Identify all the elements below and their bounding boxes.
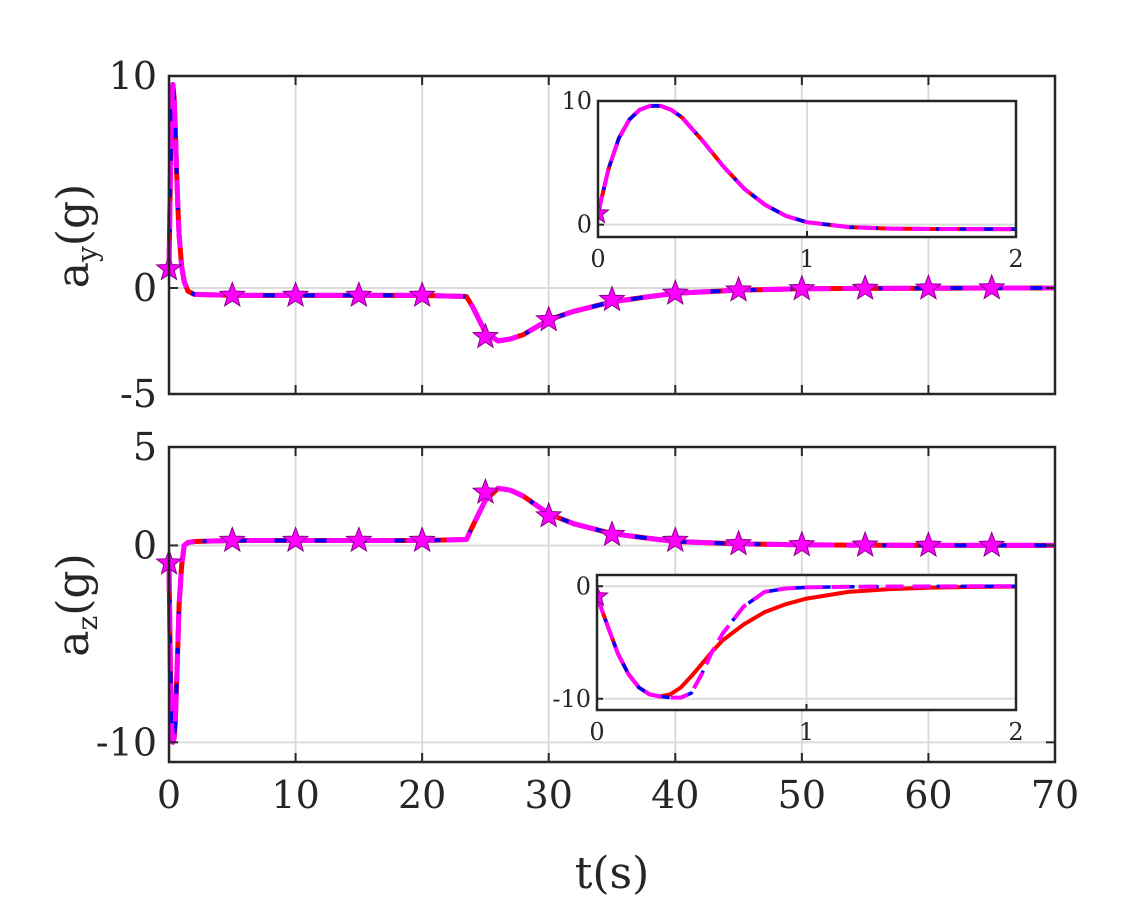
top-inset-ytick-label: 10 [561,87,592,115]
top-series-3-marker [535,305,563,332]
bottom-inset-ytick-label: 0 [576,572,591,600]
top-series-3-marker [978,273,1006,300]
bottom-ylabel-sub: z [71,616,104,631]
bottom-series-3-marker [535,501,563,528]
bottom-series-3-marker [851,530,879,557]
top-ytick-label: -5 [120,372,157,416]
bottom-series-3-marker [471,477,500,504]
bottom-xtick-label: 0 [157,773,181,817]
top-ylabel-sub: y [71,246,104,263]
bottom-xlabel: t(s) [575,848,650,899]
top-series-3-marker [661,278,689,305]
bottom-ylabel: az(g) [48,553,104,657]
top-series-3-marker [914,273,943,300]
top-inset-xtick-label: 0 [590,245,605,273]
top-series-3-marker [281,280,310,308]
bottom-inset-ytick-label: -10 [552,685,591,713]
bottom-inset-series-3-marker [597,583,609,607]
top-series-3-marker [218,280,246,308]
top-ylabel-main: a [48,262,99,288]
bottom-xtick-label: 40 [651,773,699,817]
bottom-series-3-marker [218,526,246,553]
bottom-xtick-label: 20 [398,773,446,817]
top-inset-xtick-label: 2 [1008,245,1023,273]
bottom-series-3-marker [345,526,373,553]
bottom-ylabel-unit: (g) [48,553,99,616]
top-inset-ytick-label: 0 [577,211,592,239]
bottom-ytick-label: -10 [96,720,157,764]
bottom-series-3-line [166,485,1055,745]
bottom-inset: 0 1 2 -10 0 [552,572,1023,746]
bottom-ylabel-main: a [48,631,99,657]
bottom-xtick-label: 60 [904,773,952,817]
top-series-3-marker [345,280,373,308]
bottom-ytick-label: 0 [133,523,157,567]
bottom-inset-xtick-label: 0 [589,718,604,746]
top-axes-frame [167,74,1057,396]
top-inset-series-3-marker [598,201,610,224]
bottom-xtick-label: 70 [1031,773,1079,817]
top-ytick-label: 0 [133,266,157,310]
bottom-xtick-label: 10 [271,773,319,817]
top-ytick-label: 10 [109,54,157,98]
top-series-3-marker [724,275,753,302]
top-inset: 0 1 2 0 10 [561,87,1023,273]
top-series-3-marker [788,274,816,301]
bottom-xtick-label: 50 [778,773,826,817]
top-ylabel-unit: (g) [48,184,99,247]
bottom-inset-series-3-line [597,584,1016,700]
top-inset-series-2-line [598,104,1016,231]
top-series-3-line [166,82,1055,344]
bottom-series-3-marker [788,530,816,557]
bottom-series-3-marker [978,530,1006,558]
bottom-axes-frame [167,445,1057,764]
bottom-xtick-label: 30 [525,773,573,817]
top-series-3-marker [471,322,500,349]
bottom-series-3-marker [914,530,943,558]
top-inset-plot [598,103,1016,232]
top-panel: -5 0 10 ay(g) 0 1 2 0 10 [48,54,1057,416]
top-ylabel: ay(g) [48,184,104,289]
top-series-3-marker [851,273,879,301]
bottom-inset-plot [597,583,1016,700]
bottom-ytick-label: 5 [133,425,157,469]
bottom-series-3-marker [281,526,310,553]
top-series-3-marker [598,285,626,312]
bottom-series-3-marker [598,520,626,547]
bottom-inset-xtick-label: 2 [1008,718,1023,746]
bottom-inset-xtick-label: 1 [799,718,814,746]
bottom-series-3-marker [724,529,753,556]
bottom-series-3-marker [661,526,689,553]
bottom-series-3-marker [408,526,436,553]
top-inset-xtick-label: 1 [799,245,814,273]
top-series-3-marker [408,280,436,308]
